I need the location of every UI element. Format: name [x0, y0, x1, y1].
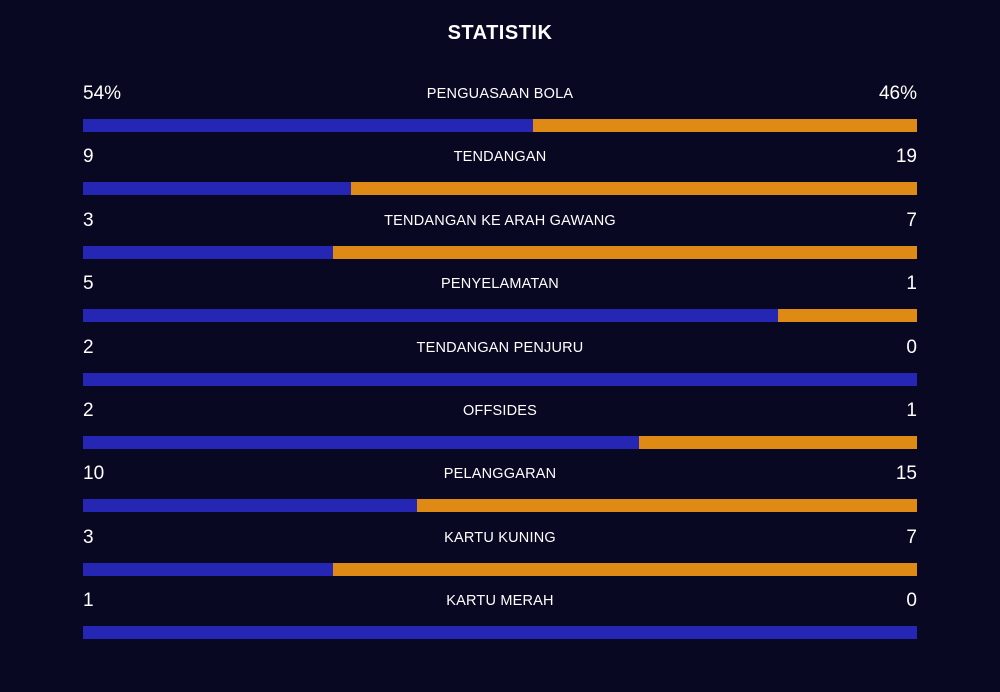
- stat-label: PENGUASAAN BOLA: [426, 86, 574, 102]
- away-value: 1: [906, 399, 917, 421]
- stat-row: 1 KARTU MERAH 0: [83, 587, 917, 650]
- away-bar-segment: [416, 499, 917, 513]
- home-value: 54%: [83, 83, 122, 104]
- stat-row-header: 2 TENDANGAN PENJURU 0: [83, 334, 917, 362]
- away-value: 1: [906, 273, 917, 295]
- comparison-bar: [83, 372, 917, 386]
- stat-row-header: 2 OFFSIDES 1: [83, 397, 917, 425]
- comparison-bar: [83, 499, 917, 513]
- home-value: 3: [83, 526, 94, 548]
- away-value: 46%: [878, 83, 917, 104]
- stat-label: KARTU MERAH: [446, 593, 554, 610]
- stat-label: TENDANGAN PENJURU: [416, 339, 584, 356]
- home-value: 10: [83, 463, 105, 485]
- stat-row: 9 TENDANGAN 19: [83, 143, 917, 206]
- page-title: STATISTIK: [447, 22, 553, 44]
- away-value: 15: [895, 463, 917, 485]
- home-bar-segment: [83, 435, 640, 449]
- home-bar-segment: [83, 562, 334, 576]
- stat-label: KARTU KUNING: [444, 529, 556, 546]
- comparison-bar: [83, 245, 917, 259]
- stat-label: TENDANGAN KE ARAH GAWANG: [384, 212, 616, 229]
- comparison-bar: [83, 562, 917, 576]
- away-value: 7: [906, 209, 917, 231]
- away-bar-segment: [533, 119, 917, 132]
- away-value: 7: [906, 526, 917, 548]
- stat-row: 54% PENGUASAAN BOLA 46%: [83, 80, 917, 143]
- stat-row: 3 TENDANGAN KE ARAH GAWANG 7: [83, 207, 917, 270]
- stat-row: 2 TENDANGAN PENJURU 0: [83, 334, 917, 397]
- away-bar-segment: [333, 562, 917, 576]
- away-value: 0: [906, 336, 917, 358]
- comparison-bar: [83, 435, 917, 449]
- away-value: 19: [895, 146, 917, 168]
- comparison-bar: [83, 182, 917, 196]
- stat-row: 5 PENYELAMATAN 1: [83, 270, 917, 333]
- stat-row: 2 OFFSIDES 1: [83, 397, 917, 460]
- stat-label: TENDANGAN: [453, 149, 547, 166]
- home-bar-segment: [83, 626, 917, 640]
- stat-row: 10 PELANGGARAN 15: [83, 460, 917, 523]
- stat-row-header: 9 TENDANGAN 19: [83, 143, 917, 171]
- home-value: 2: [83, 336, 94, 358]
- stat-row-header: 3 KARTU KUNING 7: [83, 524, 917, 552]
- home-value: 9: [83, 146, 94, 168]
- comparison-bar: [83, 309, 917, 323]
- home-bar-segment: [83, 309, 778, 323]
- stat-label: PENYELAMATAN: [441, 276, 559, 293]
- comparison-bar: [83, 119, 917, 132]
- home-bar-segment: [83, 372, 917, 386]
- away-bar-segment: [777, 309, 917, 323]
- away-bar-segment: [639, 435, 917, 449]
- home-bar-segment: [83, 182, 351, 196]
- stat-row: 3 KARTU KUNING 7: [83, 524, 917, 587]
- home-value: 3: [83, 209, 94, 231]
- home-value: 1: [83, 590, 94, 612]
- stat-row-header: 10 PELANGGARAN 15: [83, 460, 917, 488]
- stats-list: 54% PENGUASAAN BOLA 46% 9 TENDANGAN 19 3 TENDAN…: [83, 80, 917, 651]
- comparison-bar: [83, 626, 917, 640]
- home-bar-segment: [83, 499, 417, 513]
- stat-row-header: 5 PENYELAMATAN 1: [83, 270, 917, 298]
- stat-row-header: 3 TENDANGAN KE ARAH GAWANG 7: [83, 207, 917, 235]
- home-value: 2: [83, 399, 94, 421]
- away-bar-segment: [350, 182, 917, 196]
- home-value: 5: [83, 273, 94, 295]
- home-bar-segment: [83, 119, 534, 132]
- stat-label: OFFSIDES: [462, 402, 538, 419]
- stat-row-header: 54% PENGUASAAN BOLA 46%: [83, 80, 917, 108]
- away-bar-segment: [333, 245, 917, 259]
- away-value: 0: [906, 590, 917, 612]
- stat-row-header: 1 KARTU MERAH 0: [83, 587, 917, 615]
- stat-label: PELANGGARAN: [443, 466, 557, 483]
- home-bar-segment: [83, 245, 334, 259]
